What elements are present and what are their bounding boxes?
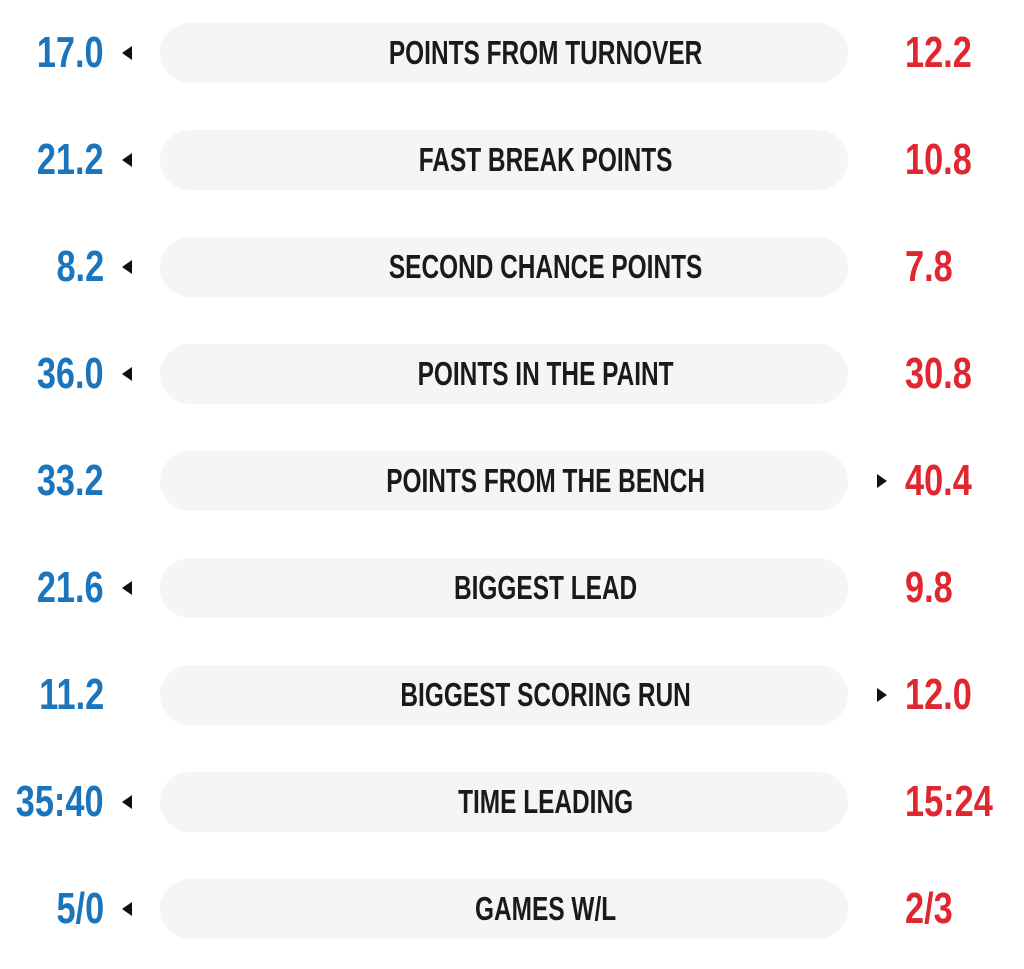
stat-row: POINTS FROM THE BENCH 33.2 40.4 (0, 451, 1024, 511)
label-pill (160, 23, 848, 83)
stat-label: GAMES W/L (475, 890, 617, 927)
leader-arrow (122, 795, 132, 809)
stat-label: BIGGEST LEAD (454, 569, 638, 606)
leader-arrow (877, 688, 887, 702)
label-pill (160, 344, 848, 404)
stat-row: BIGGEST SCORING RUN 11.2 12.0 (0, 665, 1024, 725)
right-value: 15:24 (905, 777, 993, 826)
leader-arrow (877, 474, 887, 488)
right-value: 7.8 (905, 242, 953, 291)
right-value: 10.8 (905, 135, 972, 184)
right-value: 12.2 (905, 28, 972, 77)
stat-row: POINTS FROM TURNOVER 17.0 12.2 (0, 23, 1024, 83)
leader-arrow (122, 153, 132, 167)
stat-label: SECOND CHANCE POINTS (388, 248, 703, 285)
stat-row: POINTS IN THE PAINT 36.0 30.8 (0, 344, 1024, 404)
label-pill (160, 237, 848, 297)
left-value: 21.6 (37, 563, 104, 612)
stat-label: POINTS FROM TURNOVER (388, 34, 703, 71)
left-value: 5/0 (56, 884, 104, 933)
left-value: 11.2 (39, 670, 104, 719)
stat-label: FAST BREAK POINTS (418, 141, 673, 178)
left-value: 36.0 (37, 349, 104, 398)
label-pill (160, 558, 848, 618)
right-value: 40.4 (905, 456, 972, 505)
leader-arrow (122, 367, 132, 381)
left-value: 35:40 (16, 777, 104, 826)
stat-label: BIGGEST SCORING RUN (400, 676, 691, 713)
stat-row: FAST BREAK POINTS 21.2 10.8 (0, 130, 1024, 190)
leader-arrow (122, 902, 132, 916)
stat-label: POINTS FROM THE BENCH (386, 462, 706, 499)
stat-row: BIGGEST LEAD 21.6 9.8 (0, 558, 1024, 618)
stat-row: TIME LEADING 35:40 15:24 (0, 772, 1024, 832)
label-pill (160, 130, 848, 190)
stat-label: TIME LEADING (458, 783, 634, 820)
left-value: 8.2 (56, 242, 104, 291)
label-pill (160, 451, 848, 511)
stat-label: POINTS IN THE PAINT (417, 355, 674, 392)
leader-arrow (122, 46, 132, 60)
leader-arrow (122, 260, 132, 274)
stat-row: GAMES W/L 5/0 2/3 (0, 879, 1024, 939)
label-pill (160, 772, 848, 832)
right-value: 2/3 (905, 884, 953, 933)
label-pill (160, 665, 848, 725)
left-value: 17.0 (37, 28, 104, 77)
right-value: 9.8 (905, 563, 953, 612)
leader-arrow (122, 581, 132, 595)
left-value: 21.2 (37, 135, 104, 184)
left-value: 33.2 (37, 456, 104, 505)
right-value: 12.0 (905, 670, 972, 719)
right-value: 30.8 (905, 349, 972, 398)
label-pill (160, 879, 848, 939)
stat-row: SECOND CHANCE POINTS 8.2 7.8 (0, 237, 1024, 297)
